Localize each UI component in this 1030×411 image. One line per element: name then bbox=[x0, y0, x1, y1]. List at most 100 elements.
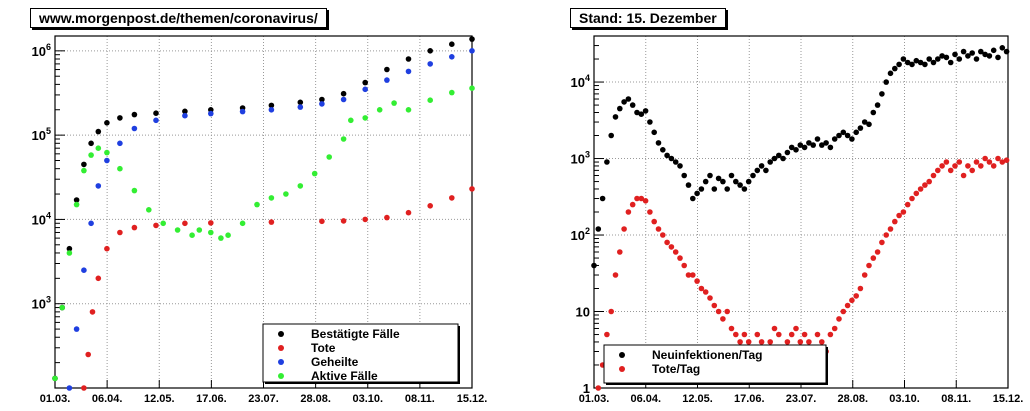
left-legend-label: Bestätigte Fälle bbox=[311, 327, 400, 341]
right-data-point bbox=[771, 325, 778, 332]
left-data-point bbox=[153, 222, 159, 229]
right-data-point bbox=[681, 172, 687, 179]
right-data-point bbox=[608, 308, 614, 315]
right-data-point bbox=[810, 142, 816, 148]
right-data-point bbox=[982, 155, 988, 162]
right-data-point bbox=[947, 167, 954, 174]
right-data-point bbox=[823, 140, 829, 146]
right-data-point bbox=[702, 178, 709, 185]
right-data-point bbox=[612, 114, 619, 120]
right-data-point bbox=[831, 136, 838, 142]
right-data-point bbox=[879, 91, 885, 97]
right-data-point bbox=[965, 53, 971, 59]
right-data-point bbox=[733, 331, 739, 338]
right-data-point bbox=[694, 190, 700, 197]
left-data-point bbox=[131, 187, 138, 194]
left-data-point bbox=[95, 275, 102, 282]
right-data-point bbox=[926, 56, 932, 62]
left-data-point bbox=[449, 195, 455, 201]
right-data-point bbox=[857, 285, 864, 292]
left-data-point bbox=[85, 351, 91, 358]
left-data-point bbox=[449, 54, 455, 60]
right-data-point bbox=[892, 218, 898, 225]
right-data-point bbox=[741, 331, 748, 338]
left-y-tick-label: 105 bbox=[32, 126, 51, 143]
right-data-point bbox=[866, 121, 872, 128]
right-data-point bbox=[883, 232, 889, 238]
left-data-point bbox=[104, 149, 110, 156]
left-data-point bbox=[225, 232, 231, 238]
left-data-point bbox=[340, 96, 347, 103]
right-data-point bbox=[913, 190, 920, 197]
right-y-tick-label: 10 bbox=[576, 305, 590, 320]
right-data-point bbox=[870, 255, 877, 261]
right-x-tick-label: 12.05. bbox=[682, 393, 713, 405]
left-data-point bbox=[117, 115, 123, 121]
right-data-point bbox=[634, 109, 640, 116]
right-data-point bbox=[904, 59, 911, 66]
left-data-point bbox=[340, 136, 347, 142]
right-data-point bbox=[887, 70, 894, 77]
right-data-point bbox=[664, 152, 670, 159]
left-x-tick-label: 01.03. bbox=[40, 393, 71, 405]
right-data-point bbox=[999, 159, 1006, 165]
left-data-point bbox=[160, 220, 166, 227]
right-data-point bbox=[853, 129, 859, 136]
right-data-point bbox=[973, 159, 980, 165]
right-data-point bbox=[724, 186, 730, 192]
right-data-point bbox=[947, 59, 954, 66]
left-data-point bbox=[405, 209, 412, 216]
left-data-point bbox=[319, 218, 325, 225]
left-data-point bbox=[95, 128, 102, 135]
right-data-point bbox=[758, 339, 765, 345]
right-data-point bbox=[909, 195, 915, 202]
right-data-point bbox=[776, 331, 782, 338]
right-data-point bbox=[943, 159, 950, 165]
left-x-tick-label: 28.08. bbox=[300, 393, 331, 405]
left-data-point bbox=[319, 96, 325, 103]
right-data-point bbox=[986, 53, 993, 59]
right-legend-marker bbox=[619, 366, 625, 372]
left-data-point bbox=[104, 120, 110, 126]
left-data-point bbox=[427, 203, 434, 209]
right-data-point bbox=[754, 331, 761, 338]
right-data-point bbox=[840, 308, 847, 315]
right-x-tick-label: 15.12. bbox=[993, 393, 1024, 405]
left-data-point bbox=[340, 90, 347, 97]
left-data-point bbox=[218, 235, 224, 241]
right-data-point bbox=[642, 108, 649, 114]
right-data-point bbox=[737, 339, 743, 345]
right-data-point bbox=[720, 178, 726, 185]
right-x-tick-label: 03.10. bbox=[889, 393, 920, 405]
left-legend-marker bbox=[278, 345, 284, 351]
right-data-point bbox=[844, 302, 851, 309]
left-data-point bbox=[376, 107, 383, 113]
right-data-point bbox=[655, 140, 662, 146]
right-series-0 bbox=[591, 45, 1010, 269]
left-data-point bbox=[66, 250, 73, 256]
right-data-point bbox=[926, 178, 932, 185]
left-data-point bbox=[268, 219, 275, 225]
left-data-point bbox=[208, 220, 214, 226]
left-data-point bbox=[362, 86, 369, 93]
left-data-point bbox=[59, 304, 65, 311]
right-data-point bbox=[982, 51, 988, 58]
right-data-point bbox=[711, 302, 718, 309]
left-data-point bbox=[117, 165, 123, 172]
left-data-point bbox=[73, 201, 80, 208]
right-chart-title: Stand: 15. Dezember bbox=[570, 8, 726, 28]
right-data-point bbox=[797, 339, 804, 345]
right-data-point bbox=[900, 209, 907, 215]
left-data-point bbox=[469, 85, 475, 91]
right-data-point bbox=[677, 163, 683, 169]
right-data-point bbox=[737, 182, 743, 188]
left-data-point bbox=[66, 245, 73, 252]
left-plot-frame bbox=[54, 35, 473, 389]
right-data-point bbox=[767, 339, 773, 345]
right-data-point bbox=[647, 209, 653, 215]
right-data-point bbox=[849, 136, 855, 142]
right-data-point bbox=[621, 99, 627, 105]
left-data-point bbox=[348, 117, 354, 124]
right-data-point bbox=[870, 109, 877, 116]
right-data-point bbox=[836, 132, 842, 139]
